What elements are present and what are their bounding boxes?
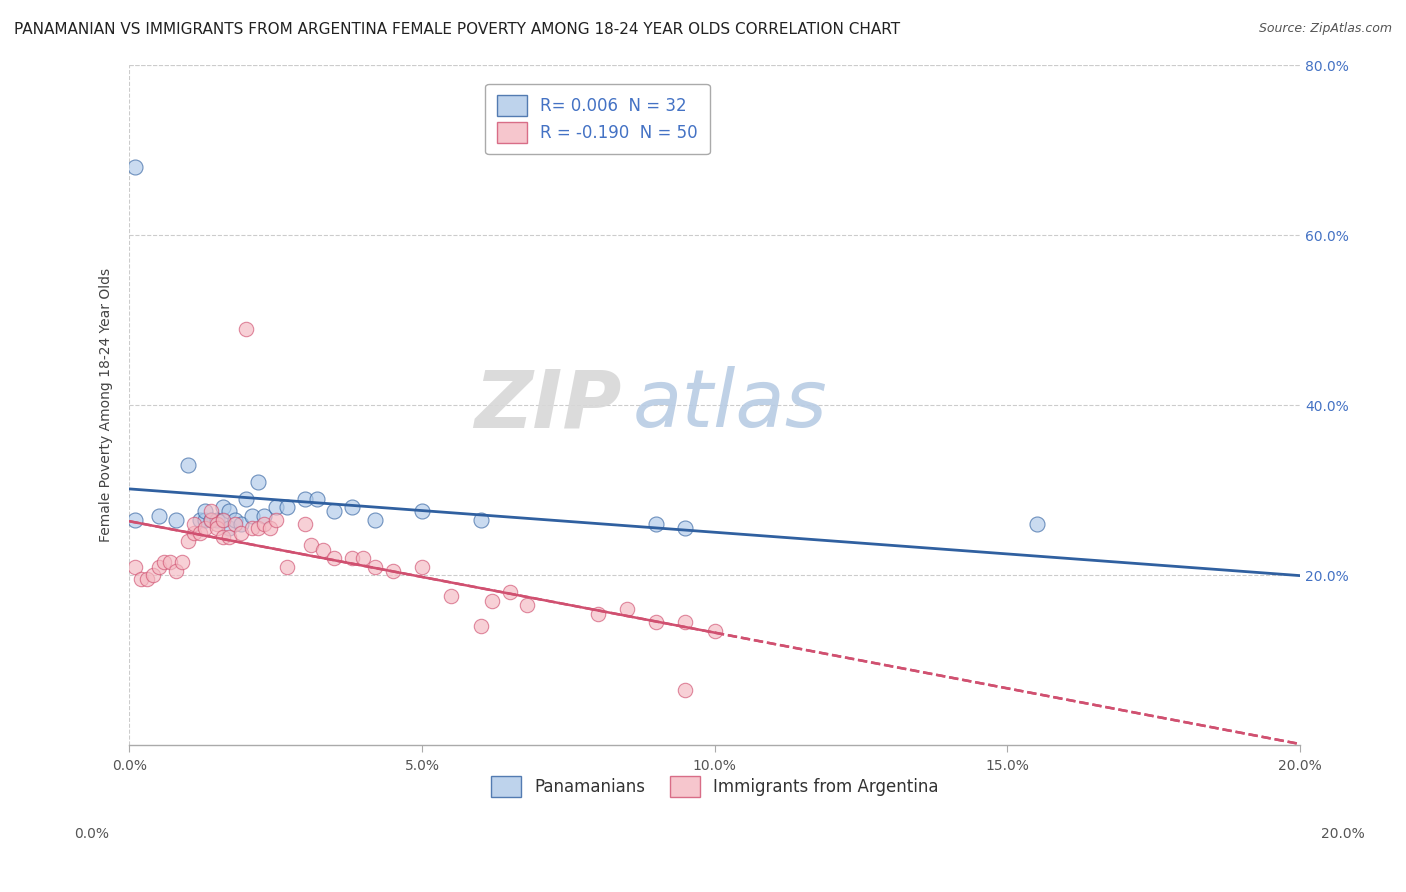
Point bbox=[183, 517, 205, 532]
Point bbox=[294, 517, 316, 532]
Point bbox=[240, 508, 263, 523]
Point bbox=[364, 559, 387, 574]
Point bbox=[440, 590, 463, 604]
Text: ZIP: ZIP bbox=[474, 367, 621, 444]
Point bbox=[177, 534, 200, 549]
Point bbox=[188, 525, 211, 540]
Point bbox=[294, 491, 316, 506]
Point bbox=[124, 513, 146, 527]
Text: 0.0%: 0.0% bbox=[75, 827, 108, 841]
Point bbox=[159, 556, 181, 570]
Point bbox=[235, 491, 257, 506]
Legend: Panamanians, Immigrants from Argentina: Panamanians, Immigrants from Argentina bbox=[482, 768, 948, 805]
Point bbox=[616, 602, 638, 616]
Point bbox=[276, 559, 298, 574]
Point bbox=[675, 683, 697, 698]
Point bbox=[205, 517, 228, 532]
Text: Source: ZipAtlas.com: Source: ZipAtlas.com bbox=[1258, 22, 1392, 36]
Point bbox=[675, 521, 697, 535]
Point bbox=[124, 160, 146, 174]
Point bbox=[224, 513, 246, 527]
Point bbox=[212, 530, 235, 544]
Point bbox=[276, 500, 298, 515]
Point bbox=[170, 556, 193, 570]
Point bbox=[264, 513, 287, 527]
Point bbox=[212, 513, 235, 527]
Text: 20.0%: 20.0% bbox=[1320, 827, 1365, 841]
Point bbox=[323, 551, 346, 566]
Point bbox=[299, 539, 322, 553]
Point bbox=[188, 513, 211, 527]
Point bbox=[200, 513, 222, 527]
Point bbox=[311, 542, 333, 557]
Point bbox=[247, 475, 270, 489]
Point bbox=[645, 615, 668, 629]
Point bbox=[411, 504, 433, 518]
Point bbox=[229, 525, 252, 540]
Point bbox=[205, 513, 228, 527]
Point bbox=[212, 513, 235, 527]
Point bbox=[200, 513, 222, 527]
Point bbox=[264, 500, 287, 515]
Point bbox=[353, 551, 375, 566]
Point bbox=[153, 556, 176, 570]
Point bbox=[142, 568, 165, 582]
Point bbox=[586, 607, 609, 621]
Point bbox=[124, 559, 146, 574]
Point bbox=[470, 513, 492, 527]
Point bbox=[200, 504, 222, 518]
Point bbox=[129, 573, 152, 587]
Point bbox=[135, 573, 157, 587]
Point bbox=[253, 517, 276, 532]
Point bbox=[218, 530, 240, 544]
Point bbox=[1025, 517, 1047, 532]
Point bbox=[183, 525, 205, 540]
Point bbox=[165, 564, 187, 578]
Point bbox=[381, 564, 404, 578]
Point bbox=[194, 521, 217, 535]
Point bbox=[148, 559, 170, 574]
Point bbox=[340, 551, 363, 566]
Point bbox=[253, 508, 276, 523]
Point bbox=[364, 513, 387, 527]
Point bbox=[194, 504, 217, 518]
Point bbox=[645, 517, 668, 532]
Point bbox=[165, 513, 187, 527]
Point bbox=[177, 458, 200, 472]
Point bbox=[194, 513, 217, 527]
Text: atlas: atlas bbox=[633, 367, 828, 444]
Point bbox=[218, 504, 240, 518]
Point bbox=[205, 521, 228, 535]
Point bbox=[259, 521, 281, 535]
Point bbox=[340, 500, 363, 515]
Point bbox=[247, 521, 270, 535]
Point bbox=[212, 500, 235, 515]
Point bbox=[411, 559, 433, 574]
Point bbox=[675, 615, 697, 629]
Point bbox=[229, 517, 252, 532]
Point bbox=[470, 619, 492, 633]
Point bbox=[224, 517, 246, 532]
Point bbox=[240, 521, 263, 535]
Point bbox=[218, 521, 240, 535]
Point bbox=[516, 598, 538, 612]
Y-axis label: Female Poverty Among 18-24 Year Olds: Female Poverty Among 18-24 Year Olds bbox=[100, 268, 114, 542]
Point bbox=[499, 585, 522, 599]
Point bbox=[481, 593, 503, 607]
Point bbox=[323, 504, 346, 518]
Point bbox=[703, 624, 725, 638]
Point bbox=[305, 491, 328, 506]
Point bbox=[235, 321, 257, 335]
Point bbox=[148, 508, 170, 523]
Text: PANAMANIAN VS IMMIGRANTS FROM ARGENTINA FEMALE POVERTY AMONG 18-24 YEAR OLDS COR: PANAMANIAN VS IMMIGRANTS FROM ARGENTINA … bbox=[14, 22, 900, 37]
